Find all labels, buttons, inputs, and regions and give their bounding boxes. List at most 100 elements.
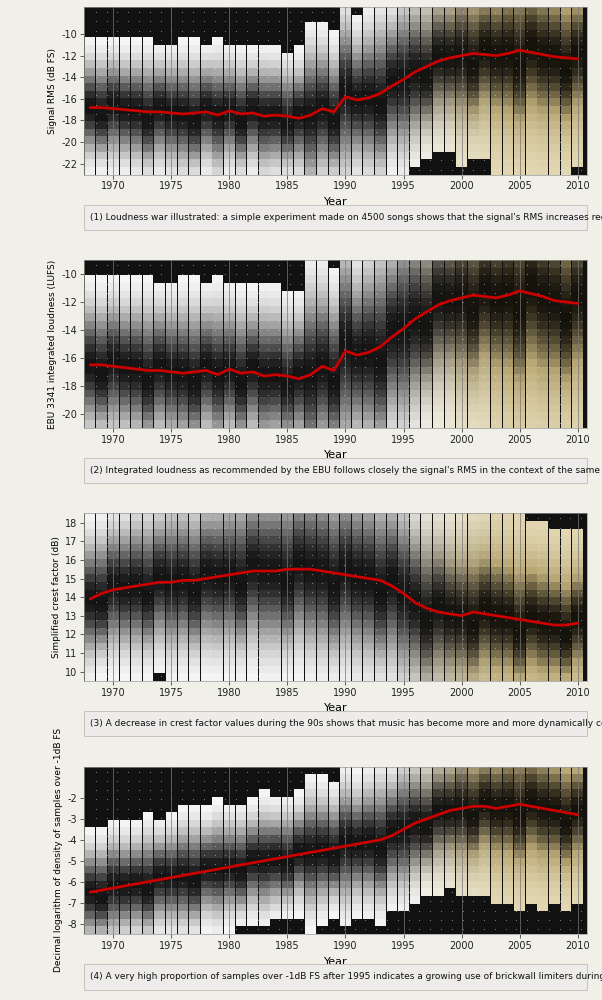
Bar	[549, 7, 560, 15]
Bar	[259, 789, 270, 797]
Bar	[514, 129, 525, 136]
Bar	[433, 597, 444, 605]
Bar	[108, 382, 119, 390]
Bar	[491, 83, 501, 91]
Bar	[491, 635, 501, 643]
Bar	[108, 306, 119, 313]
Bar	[340, 114, 351, 121]
Bar	[96, 91, 107, 98]
Bar	[166, 521, 177, 529]
Bar	[120, 359, 130, 367]
Bar	[375, 98, 386, 106]
Bar	[514, 420, 525, 428]
Bar	[108, 283, 119, 291]
Bar	[456, 873, 467, 881]
Bar	[352, 911, 362, 919]
Bar	[294, 881, 305, 888]
Bar	[85, 536, 96, 544]
Bar	[560, 374, 571, 382]
Bar	[491, 344, 501, 352]
Bar	[96, 374, 107, 382]
Bar	[398, 850, 409, 858]
Bar	[235, 313, 246, 321]
Bar	[259, 390, 270, 397]
Bar	[445, 144, 455, 152]
Bar	[201, 513, 211, 521]
Bar	[235, 76, 246, 83]
Bar	[317, 306, 327, 313]
Bar	[445, 666, 455, 673]
Bar	[85, 405, 96, 412]
Bar	[143, 321, 154, 329]
Bar	[386, 114, 397, 121]
Bar	[375, 321, 386, 329]
Bar	[85, 605, 96, 612]
Bar	[305, 782, 316, 789]
Bar	[491, 582, 501, 590]
Bar	[329, 827, 339, 835]
Bar	[386, 628, 397, 635]
Bar	[224, 673, 235, 681]
Bar	[329, 782, 339, 789]
Bar	[410, 313, 420, 321]
Bar	[364, 420, 374, 428]
Bar	[549, 850, 560, 858]
Bar	[503, 896, 514, 904]
Bar	[503, 782, 514, 789]
Bar	[573, 789, 583, 797]
Bar	[549, 412, 560, 420]
Bar	[294, 76, 305, 83]
Bar	[560, 896, 571, 904]
Bar	[305, 336, 316, 344]
Bar	[120, 650, 130, 658]
Bar	[329, 866, 339, 873]
Bar	[213, 926, 223, 934]
Bar	[154, 45, 165, 53]
Bar	[398, 45, 409, 53]
Bar	[573, 888, 583, 896]
Bar	[410, 298, 420, 306]
Bar	[317, 68, 327, 76]
Bar	[120, 582, 130, 590]
Bar	[317, 858, 327, 866]
Bar	[526, 673, 536, 681]
Bar	[120, 283, 130, 291]
Bar	[270, 835, 281, 843]
Bar	[294, 805, 305, 812]
Bar	[305, 812, 316, 820]
Bar	[538, 397, 548, 405]
Bar	[573, 159, 583, 167]
Bar	[445, 582, 455, 590]
Bar	[282, 666, 293, 673]
Bar	[364, 544, 374, 551]
Bar	[224, 628, 235, 635]
Bar	[375, 782, 386, 789]
Bar	[259, 597, 270, 605]
Bar	[479, 374, 490, 382]
Bar	[294, 136, 305, 144]
Bar	[398, 260, 409, 268]
Bar	[305, 405, 316, 412]
Bar	[178, 291, 188, 298]
Bar	[247, 597, 258, 605]
Bar	[491, 782, 501, 789]
Bar	[96, 896, 107, 904]
Bar	[96, 359, 107, 367]
Bar	[213, 329, 223, 336]
Bar	[479, 567, 490, 574]
Bar	[456, 805, 467, 812]
Bar	[433, 835, 444, 843]
Bar	[375, 590, 386, 597]
Bar	[213, 597, 223, 605]
Bar	[224, 313, 235, 321]
Bar	[201, 367, 211, 374]
Bar	[538, 7, 548, 15]
Bar	[468, 420, 479, 428]
Bar	[131, 643, 142, 650]
Bar	[526, 650, 536, 658]
Bar	[317, 559, 327, 567]
Bar	[317, 268, 327, 275]
Bar	[491, 283, 501, 291]
Bar	[421, 658, 432, 666]
Bar	[282, 167, 293, 175]
